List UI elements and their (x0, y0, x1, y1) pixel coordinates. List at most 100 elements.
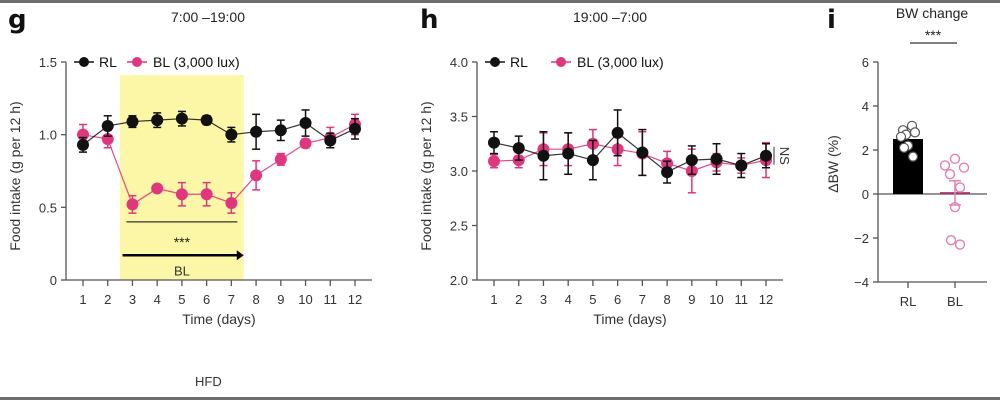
legend-marker-rl (79, 57, 89, 67)
x-tick-label: 7 (228, 292, 235, 307)
x-tick-label: 6 (203, 292, 210, 307)
x-tick-label: 6 (614, 292, 621, 307)
x-tick-label: 5 (178, 292, 185, 307)
y-tick-label: 2.5 (450, 219, 468, 234)
legend-label-rl: RL (99, 54, 117, 70)
data-point-rl (898, 142, 910, 153)
data-point-rl (710, 153, 723, 166)
x-tick-label: 12 (759, 292, 773, 307)
data-point-rl (274, 124, 287, 137)
data-point-bl (949, 201, 961, 213)
y-tick-label: 4 (862, 99, 869, 114)
x-tick-label: 11 (735, 292, 749, 307)
x-tick-label: 8 (663, 292, 670, 307)
y-tick-label: 1.5 (39, 55, 57, 70)
x-tick-label: 4 (565, 292, 572, 307)
blue-light-arrow-label: BL (174, 263, 190, 278)
panel-title-i: BW change (896, 5, 969, 21)
x-tick-label: 10 (709, 292, 723, 307)
x-tick-label: 12 (348, 292, 362, 307)
data-point-rl (895, 131, 907, 142)
data-point-bl (274, 153, 287, 166)
x-tick-label: 4 (154, 292, 161, 307)
significance-stars-i: *** (925, 27, 942, 43)
data-point-rl (299, 117, 312, 130)
data-point-rl (685, 154, 698, 167)
panel-letter-i: i (827, 5, 836, 35)
panel-title-g: 7:00 –19:00 (171, 9, 245, 25)
data-point-rl (661, 166, 674, 179)
y-axis-title-g: Food intake (g per 12 h) (7, 101, 23, 250)
x-axis-title-h: Time (days) (593, 311, 666, 327)
x-tick-label: 7 (639, 292, 646, 307)
y-tick-label: −2 (854, 231, 869, 246)
data-point-bl (954, 182, 966, 193)
x-tick-label: 10 (298, 292, 312, 307)
data-point-rl (151, 114, 164, 127)
x-tick-label: 1 (79, 292, 86, 307)
x-tick-label: 9 (277, 292, 284, 307)
x-tick-label: 11 (324, 292, 338, 307)
data-point-rl (324, 134, 337, 147)
x-tick-label: 2 (515, 292, 522, 307)
bottom-border (0, 397, 1000, 400)
data-point-bl (954, 239, 966, 250)
blue-light-period-shading (120, 75, 244, 280)
data-point-rl (907, 151, 919, 162)
diet-label: HFD (195, 374, 222, 389)
x-tick-label: 3 (129, 292, 136, 307)
data-point-rl (562, 147, 575, 160)
data-point-rl (101, 119, 114, 132)
significance-stars: *** (174, 234, 191, 250)
panel-letter-h: h (420, 5, 439, 35)
data-point-rl (126, 115, 139, 128)
data-point-rl (735, 159, 748, 172)
data-point-rl (488, 136, 500, 149)
panel-title-h: 19:00 –7:00 (573, 9, 647, 25)
y-tick-label: 4.0 (450, 55, 468, 70)
x-axis-title-g: Time (days) (182, 311, 255, 327)
series-line-rl (493, 132, 767, 173)
legend-label-rl: RL (510, 54, 528, 70)
data-point-rl (586, 154, 599, 167)
data-point-rl (760, 149, 772, 162)
data-point-bl (200, 188, 213, 201)
data-point-rl (250, 125, 263, 138)
y-axis-title-h: Food intake (g per 12 h) (418, 101, 434, 250)
data-point-bl (151, 182, 164, 195)
data-point-rl (175, 112, 188, 125)
panel-letter-g: g (8, 5, 27, 35)
y-tick-label: 6 (862, 55, 869, 70)
data-point-bl (175, 188, 188, 201)
data-point-bl (250, 169, 263, 182)
x-tick-label: BL (947, 294, 963, 309)
data-point-rl (909, 127, 921, 138)
x-tick-label: 1 (490, 292, 497, 307)
series-line-bl (493, 143, 767, 172)
y-tick-label: 0.5 (39, 200, 57, 215)
legend-marker-rl (490, 57, 500, 67)
y-tick-label: 1.0 (39, 128, 57, 143)
data-point-bl (225, 196, 238, 209)
data-point-bl (944, 168, 956, 180)
data-point-bl (958, 162, 970, 173)
data-point-bl (126, 198, 139, 211)
data-point-rl (636, 146, 649, 159)
y-tick-label: −4 (854, 275, 869, 290)
legend-label-bl: BL (3,000 lux) (577, 54, 664, 70)
y-tick-label: 2 (862, 143, 869, 158)
data-point-rl (512, 142, 525, 155)
blue-light-arrow-head (236, 250, 244, 261)
data-point-bl (949, 153, 961, 165)
x-tick-label: 2 (104, 292, 111, 307)
y-tick-label: 0 (862, 187, 869, 202)
legend-marker-bl (556, 57, 566, 67)
data-point-bl (299, 137, 312, 150)
data-point-bl (945, 234, 957, 246)
data-point-rl (349, 122, 361, 135)
x-tick-label: 3 (540, 292, 547, 307)
x-tick-label: RL (900, 294, 917, 309)
legend-label-bl: BL (3,000 lux) (153, 54, 240, 70)
legend-marker-bl (132, 57, 142, 67)
